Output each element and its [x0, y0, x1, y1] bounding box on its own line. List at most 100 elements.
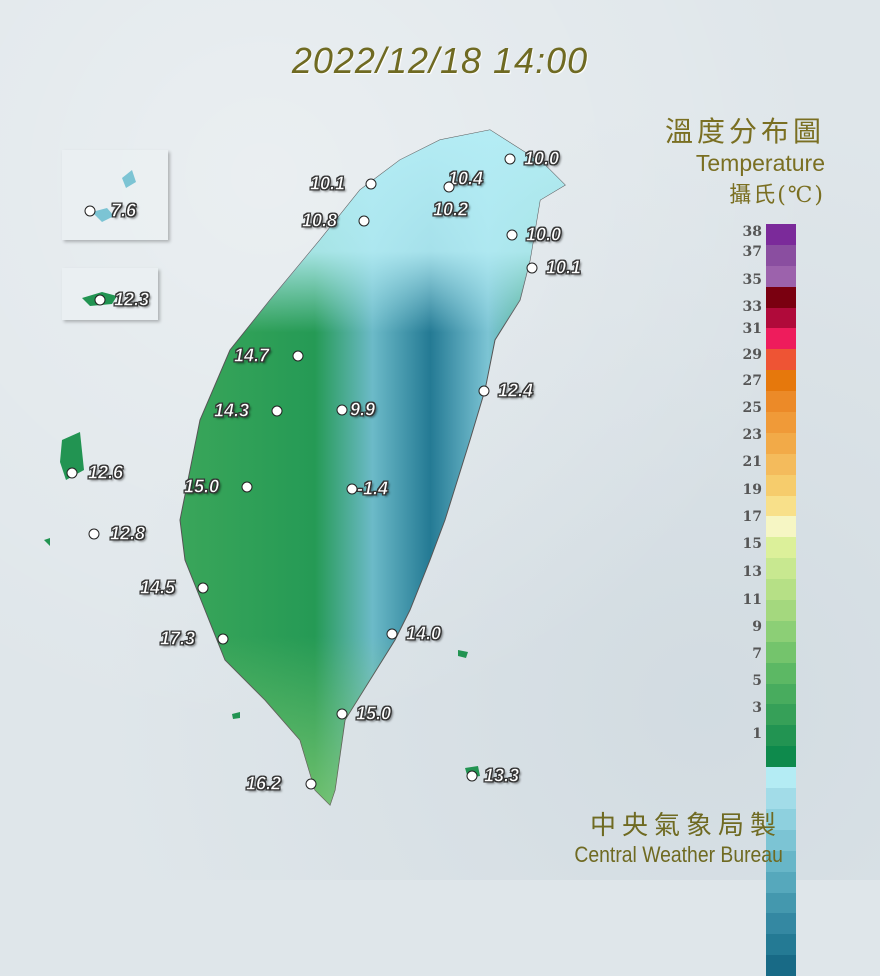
color-scale-tick-label: 13: [742, 564, 762, 580]
color-scale-swatch: [766, 370, 796, 392]
color-scale-swatch: [766, 579, 796, 601]
station-marker[interactable]: [305, 778, 317, 790]
color-scale-swatch: [766, 871, 796, 893]
color-scale-tick-label: 15: [742, 536, 762, 552]
color-scale-tick-label: 19: [742, 482, 762, 498]
color-scale-tick-label: 29: [742, 347, 762, 363]
color-scale-swatch: [766, 412, 796, 433]
color-scale-swatch: [766, 265, 796, 287]
inset-matsu: [62, 150, 168, 240]
station-marker[interactable]: [94, 294, 106, 306]
station-marker[interactable]: [217, 633, 229, 645]
station-temperature-label: 10.0: [524, 148, 560, 169]
station-temperature-label: -1.4: [357, 478, 389, 499]
station-temperature-label: 10.4: [448, 168, 484, 189]
station-marker[interactable]: [478, 385, 490, 397]
color-scale-swatch: [766, 704, 796, 726]
legend-unit: 攝氏(℃): [729, 183, 825, 208]
color-scale-tick-label: 25: [742, 400, 762, 416]
station-marker[interactable]: [457, 173, 469, 185]
station-temperature-label: 7.6: [111, 200, 137, 221]
station-marker[interactable]: [526, 262, 538, 274]
color-scale-swatch: [766, 746, 796, 768]
color-scale-tick-label: 23: [742, 427, 762, 443]
color-scale-swatch: [766, 829, 796, 851]
station-marker[interactable]: [241, 481, 253, 493]
color-scale-swatch: [766, 224, 796, 245]
color-scale-bar: [766, 224, 796, 976]
color-scale-tick-label: 35: [742, 272, 762, 288]
color-scale-swatch: [766, 286, 796, 308]
color-scale-swatch: [766, 600, 796, 621]
station-marker[interactable]: [365, 178, 377, 190]
station-temperature-label: 10.0: [526, 224, 562, 245]
station-temperature-label: 10.1: [546, 257, 582, 278]
color-scale-tick-label: 9: [752, 619, 762, 635]
color-scale-swatch: [766, 683, 796, 705]
color-scale-swatch: [766, 391, 796, 413]
map-title: 2022/12/18 14:00: [291, 40, 589, 81]
station-marker[interactable]: [346, 483, 358, 495]
color-scale-tick-label: 37: [742, 244, 762, 260]
color-scale-tick-label: 33: [742, 299, 762, 315]
station-marker[interactable]: [84, 205, 96, 217]
color-scale-swatch: [766, 432, 796, 454]
station-temperature-label: 14.7: [234, 345, 270, 366]
color-scale-tick-label: 3: [752, 700, 762, 716]
legend-title: 溫度分布圖 Temperature 攝氏(℃): [665, 110, 825, 209]
matsu-island-shape: [92, 170, 136, 222]
color-scale-tick-label: 31: [742, 321, 762, 337]
color-scale-swatch: [766, 913, 796, 935]
station-temperature-label: 14.3: [214, 400, 250, 421]
station-marker[interactable]: [271, 405, 283, 417]
color-scale-swatch: [766, 808, 796, 830]
station-marker[interactable]: [292, 350, 304, 362]
color-scale-swatch: [766, 788, 796, 809]
station-temperature-label: 9.9: [350, 399, 376, 420]
station-marker[interactable]: [88, 528, 100, 540]
station-marker[interactable]: [336, 708, 348, 720]
station-marker[interactable]: [386, 628, 398, 640]
color-scale-swatch: [766, 349, 796, 371]
station-temperature-label: 16.2: [246, 773, 282, 794]
station-marker[interactable]: [336, 404, 348, 416]
color-scale-swatch: [766, 537, 796, 559]
station-temperature-label: 10.8: [302, 210, 338, 231]
station-temperature-label: 14.0: [406, 623, 442, 644]
station-temperature-label: 10.2: [433, 199, 469, 220]
station-temperature-label: 12.6: [88, 462, 124, 483]
taiwan-temperature-map: [44, 129, 566, 806]
station-temperature-label: 15.0: [356, 703, 392, 724]
credit-en: Central Weather Bureau: [574, 842, 783, 867]
color-scale-swatch: [766, 516, 796, 538]
color-scale-swatch: [766, 892, 796, 914]
station-temperature-label: 13.3: [484, 765, 520, 786]
green-island: [458, 650, 468, 658]
color-scale-swatch: [766, 474, 796, 496]
station-marker[interactable]: [466, 770, 478, 782]
color-scale-swatch: [766, 934, 796, 956]
station-marker[interactable]: [66, 467, 78, 479]
color-scale-swatch: [766, 850, 796, 872]
color-scale-swatch: [766, 453, 796, 475]
color-scale-swatch: [766, 307, 796, 329]
legend-title-zh: 溫度分布圖: [664, 115, 825, 148]
station-marker[interactable]: [197, 582, 209, 594]
station-marker[interactable]: [504, 153, 516, 165]
color-scale-tick-label: 27: [742, 373, 762, 389]
station-marker[interactable]: [443, 181, 455, 193]
station-temperature-label: 15.0: [184, 476, 220, 497]
penghu-islands: [44, 432, 84, 546]
color-scale-swatch: [766, 955, 796, 976]
station-marker[interactable]: [358, 215, 370, 227]
color-scale-tick-label: 5: [752, 673, 762, 689]
station-marker[interactable]: [506, 229, 518, 241]
color-scale-swatch: [766, 328, 796, 350]
color-scale-tick-label: 7: [752, 646, 762, 662]
color-scale-swatch: [766, 662, 796, 684]
color-scale-tick-label: 21: [742, 454, 762, 470]
credit-zh: 中央氣象局製: [589, 811, 782, 841]
color-scale-swatch: [766, 244, 796, 266]
color-scale-swatch: [766, 495, 796, 517]
color-scale-swatch: [766, 641, 796, 663]
